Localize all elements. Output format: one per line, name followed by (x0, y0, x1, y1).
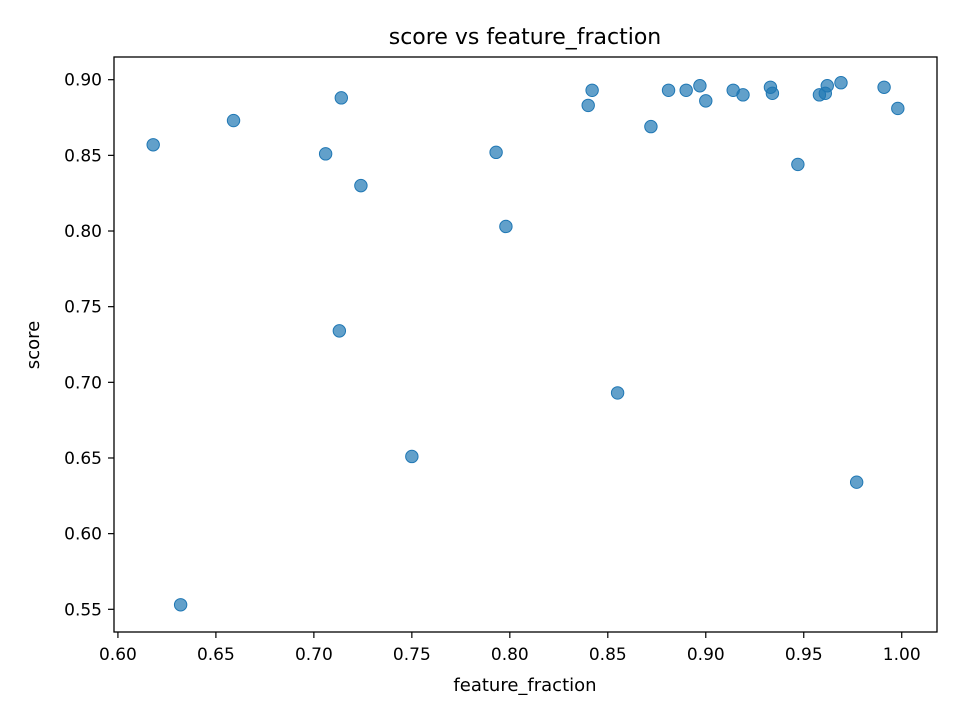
x-tick-label: 0.85 (589, 645, 627, 665)
y-tick-label: 0.75 (64, 298, 102, 318)
y-tick-label: 0.70 (64, 373, 102, 393)
data-point-11 (585, 83, 599, 97)
data-point-1 (173, 598, 188, 612)
data-point-15 (679, 83, 693, 97)
data-point-2 (226, 113, 241, 128)
x-tick-label: 0.60 (99, 645, 137, 665)
data-points (146, 76, 905, 612)
data-point-5 (334, 91, 349, 105)
data-point-28 (877, 80, 891, 94)
data-point-12 (610, 386, 625, 400)
x-axis-label: feature_fraction (453, 675, 596, 696)
y-tick-label: 0.85 (64, 146, 102, 166)
data-point-26 (834, 76, 848, 90)
x-tick-label: 0.75 (393, 645, 431, 665)
x-tick-label: 0.95 (785, 645, 823, 665)
x-axis-ticks: 0.60 0.65 0.70 0.75 0.80 0.85 0.90 0.95 1.00 (99, 632, 921, 665)
chart-title: score vs feature_fraction (389, 25, 662, 50)
data-point-29 (891, 101, 905, 116)
data-point-25 (820, 79, 834, 93)
y-tick-label: 0.55 (64, 600, 102, 620)
data-point-19 (736, 88, 750, 102)
data-point-16 (693, 79, 707, 93)
data-point-13 (644, 119, 658, 134)
x-tick-label: 1.00 (883, 645, 921, 665)
x-tick-label: 0.90 (687, 645, 725, 665)
data-point-27 (849, 475, 864, 489)
data-point-21 (765, 86, 780, 101)
data-point-0 (146, 138, 160, 152)
data-point-17 (699, 94, 713, 108)
data-point-10 (581, 98, 595, 113)
y-axis-ticks: 0.55 0.60 0.65 0.70 0.75 0.80 0.85 0.90 (64, 71, 114, 620)
x-tick-label: 0.80 (491, 645, 529, 665)
y-tick-label: 0.60 (64, 525, 102, 545)
data-point-8 (489, 145, 503, 160)
x-tick-label: 0.70 (295, 645, 333, 665)
data-point-4 (332, 324, 347, 338)
y-tick-label: 0.65 (64, 449, 102, 469)
data-point-7 (405, 449, 419, 464)
data-point-9 (499, 219, 513, 234)
data-point-22 (791, 157, 805, 172)
data-point-14 (661, 83, 676, 97)
x-tick-label: 0.65 (197, 645, 235, 665)
data-point-6 (354, 178, 368, 193)
data-point-3 (318, 147, 333, 161)
y-tick-label: 0.80 (64, 222, 102, 242)
y-axis-label: score (23, 321, 44, 369)
plot-frame (113, 56, 938, 633)
y-tick-label: 0.90 (64, 71, 102, 91)
